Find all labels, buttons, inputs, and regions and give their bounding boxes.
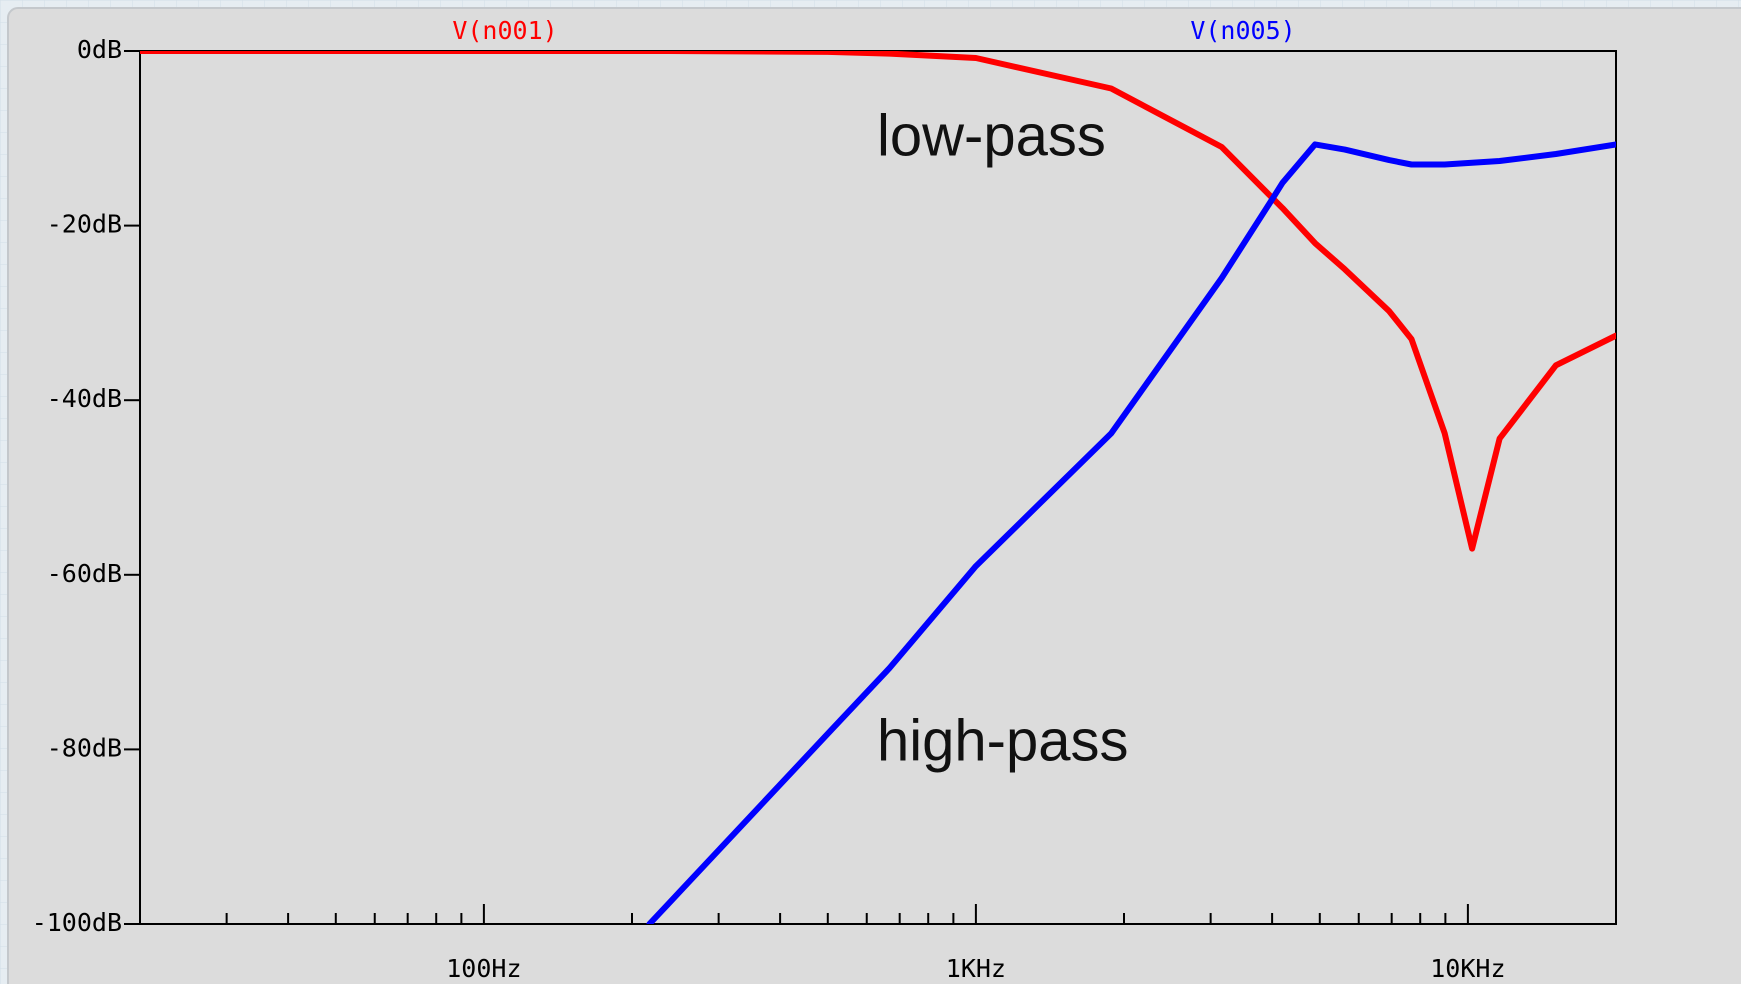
y-tick-label: -60dB bbox=[47, 559, 122, 588]
y-tick-label: 0dB bbox=[77, 35, 122, 64]
x-tick-label: 10KHz bbox=[1430, 954, 1505, 983]
series-line bbox=[646, 141, 1616, 924]
x-tick-label: 100Hz bbox=[446, 954, 521, 983]
plot-frame bbox=[139, 50, 1617, 925]
y-tick-label: -100dB bbox=[32, 908, 122, 937]
x-tick-label: 1KHz bbox=[946, 954, 1006, 983]
y-tick-label: -20dB bbox=[47, 210, 122, 239]
plot-lines bbox=[140, 51, 1616, 924]
legend-entry: V(n001) bbox=[452, 16, 557, 45]
annotation: high-pass bbox=[877, 708, 1128, 773]
y-tick-label: -40dB bbox=[47, 384, 122, 413]
y-tick-label: -80dB bbox=[47, 733, 122, 762]
series-line bbox=[140, 51, 1616, 552]
legend-entry: V(n005) bbox=[1190, 16, 1295, 45]
annotation: low-pass bbox=[877, 103, 1106, 168]
